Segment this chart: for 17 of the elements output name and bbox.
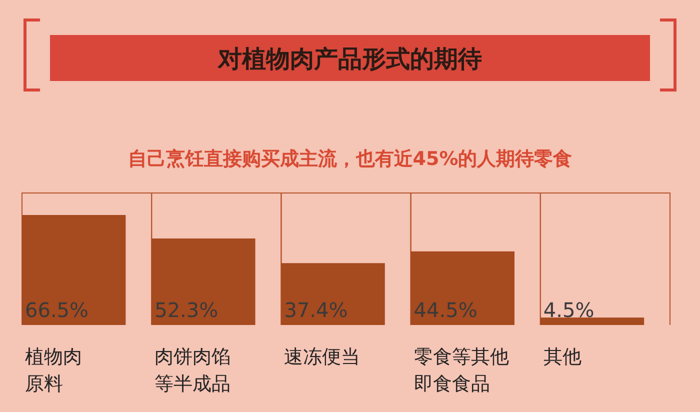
x-tick-label: 速冻便当	[284, 346, 360, 368]
bar	[22, 215, 126, 325]
x-tick-label: 植物肉原料	[25, 346, 82, 395]
data-label: 4.5%	[543, 298, 594, 322]
bar	[152, 238, 256, 325]
bar	[281, 263, 385, 325]
chart-subtitle: 自己烹饪直接购买成主流，也有近45%的人期待零食	[128, 148, 572, 170]
x-tick-label: 肉饼肉馅等半成品	[154, 346, 231, 395]
chart-title: 对植物肉产品形式的期待	[217, 45, 482, 73]
x-tick-label: 零食等其他即食食品	[414, 346, 509, 395]
x-tick-label: 其他	[543, 346, 582, 368]
data-label: 44.5%	[414, 298, 478, 322]
data-label: 66.5%	[25, 298, 89, 322]
data-label: 52.3%	[154, 298, 218, 322]
bar	[540, 318, 644, 325]
data-label: 37.4%	[284, 298, 348, 322]
bar	[410, 251, 514, 325]
